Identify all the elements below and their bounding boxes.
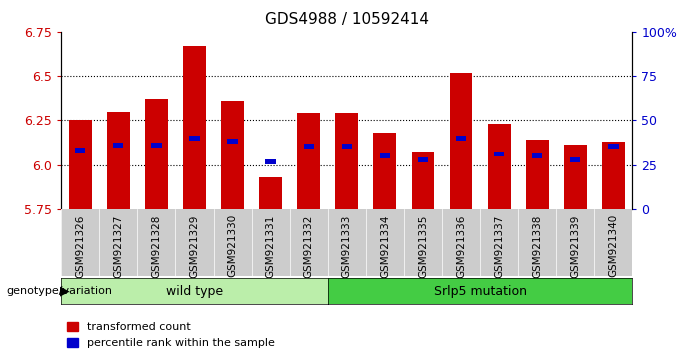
Bar bbox=[69, 120, 92, 209]
Bar bbox=[526, 140, 549, 209]
Bar bbox=[259, 177, 282, 209]
Bar bbox=[494, 152, 505, 156]
Text: GSM921340: GSM921340 bbox=[609, 214, 618, 278]
Bar bbox=[303, 144, 314, 149]
Bar bbox=[449, 73, 473, 209]
Bar bbox=[418, 157, 428, 162]
Text: GSM921337: GSM921337 bbox=[494, 214, 504, 278]
Text: Srlp5 mutation: Srlp5 mutation bbox=[434, 285, 526, 298]
Bar bbox=[113, 143, 124, 148]
Bar bbox=[373, 133, 396, 209]
Text: ▶: ▶ bbox=[60, 285, 69, 298]
Text: GSM921338: GSM921338 bbox=[532, 214, 542, 278]
Bar bbox=[265, 159, 276, 164]
Text: GSM921329: GSM921329 bbox=[190, 214, 199, 278]
Bar bbox=[297, 113, 320, 209]
Text: GSM921327: GSM921327 bbox=[114, 214, 123, 278]
Bar bbox=[532, 153, 543, 158]
Text: GSM921334: GSM921334 bbox=[380, 214, 390, 278]
Text: GSM921330: GSM921330 bbox=[228, 214, 237, 278]
Bar bbox=[183, 46, 206, 209]
Text: GSM921335: GSM921335 bbox=[418, 214, 428, 278]
Title: GDS4988 / 10592414: GDS4988 / 10592414 bbox=[265, 12, 429, 27]
Bar bbox=[221, 101, 244, 209]
Bar bbox=[75, 148, 86, 153]
Text: GSM921331: GSM921331 bbox=[266, 214, 275, 278]
Text: wild type: wild type bbox=[166, 285, 223, 298]
Bar bbox=[151, 143, 162, 148]
Text: GSM921339: GSM921339 bbox=[571, 214, 580, 278]
Bar bbox=[341, 144, 352, 149]
Bar bbox=[227, 139, 238, 144]
Bar bbox=[570, 157, 581, 162]
Text: GSM921333: GSM921333 bbox=[342, 214, 352, 278]
Text: GSM921332: GSM921332 bbox=[304, 214, 313, 278]
Bar bbox=[107, 112, 130, 209]
Bar bbox=[411, 152, 435, 209]
Text: GSM921326: GSM921326 bbox=[75, 214, 85, 278]
Bar bbox=[456, 136, 466, 141]
Bar bbox=[189, 136, 200, 141]
Bar bbox=[488, 124, 511, 209]
Bar bbox=[602, 142, 625, 209]
Text: GSM921328: GSM921328 bbox=[152, 214, 161, 278]
Bar bbox=[379, 153, 390, 158]
Text: genotype/variation: genotype/variation bbox=[7, 286, 113, 296]
Legend: transformed count, percentile rank within the sample: transformed count, percentile rank withi… bbox=[67, 322, 275, 348]
Text: GSM921336: GSM921336 bbox=[456, 214, 466, 278]
Bar bbox=[145, 99, 168, 209]
Bar bbox=[608, 144, 619, 149]
Bar bbox=[335, 113, 358, 209]
Bar bbox=[564, 145, 587, 209]
